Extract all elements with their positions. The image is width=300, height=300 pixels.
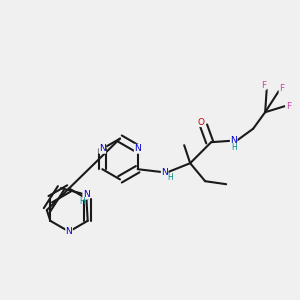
Text: N: N [230,136,237,145]
Text: H: H [231,143,236,152]
Text: H: H [167,173,172,182]
Text: N: N [161,168,168,177]
Text: N: N [134,144,141,153]
Text: N: N [83,190,90,199]
Text: O: O [198,118,205,127]
Text: F: F [261,81,266,90]
Text: F: F [286,102,291,111]
Text: H: H [79,197,85,206]
Text: F: F [279,84,284,93]
Text: N: N [99,144,106,153]
Text: N: N [66,227,72,236]
